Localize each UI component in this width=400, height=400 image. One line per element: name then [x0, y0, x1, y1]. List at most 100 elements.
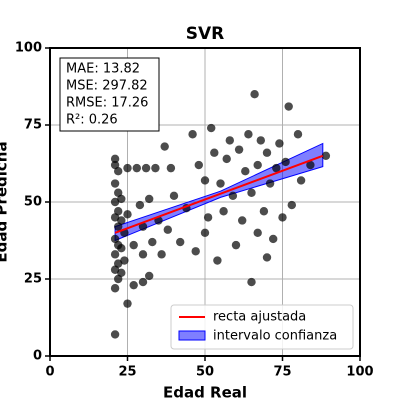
y-tick-label: 75	[24, 118, 42, 133]
point	[110, 197, 120, 207]
point	[200, 176, 210, 185]
point	[148, 237, 157, 247]
chart-title: SVR	[186, 24, 225, 44]
point	[225, 136, 234, 145]
x-axis-label: Edad Real	[163, 384, 247, 400]
point	[244, 130, 253, 139]
point	[141, 163, 151, 173]
point	[110, 154, 120, 164]
point	[247, 277, 256, 287]
point	[250, 90, 259, 99]
point	[160, 142, 169, 151]
point	[117, 216, 126, 225]
legend-box	[170, 304, 354, 350]
point	[219, 207, 228, 216]
point	[256, 136, 265, 145]
point	[272, 163, 281, 173]
stats-text: MSE: 297.82	[66, 79, 148, 94]
point	[284, 102, 293, 111]
y-axis-label: Edad Predicha	[0, 141, 11, 262]
point	[145, 194, 154, 204]
point	[213, 256, 222, 265]
point	[207, 123, 216, 133]
point	[216, 179, 225, 188]
point	[228, 191, 238, 201]
point	[138, 222, 148, 231]
x-tick-label: 0	[45, 365, 54, 380]
point	[123, 299, 132, 308]
y-tick-label: 25	[24, 272, 42, 287]
point	[110, 179, 120, 188]
point	[306, 160, 315, 170]
point	[110, 330, 120, 339]
point	[151, 163, 160, 173]
y-tick-label: 100	[15, 41, 42, 56]
point	[262, 253, 272, 262]
point	[241, 167, 250, 176]
x-tick-label: 50	[196, 365, 214, 380]
point	[117, 268, 126, 278]
point	[247, 188, 256, 197]
point	[157, 250, 166, 259]
point	[210, 148, 219, 157]
point	[275, 139, 284, 148]
legend-swatch	[178, 330, 206, 341]
point	[262, 148, 272, 157]
point	[191, 247, 200, 256]
legend-label: intervalo confianza	[213, 329, 337, 344]
point	[114, 259, 123, 268]
point	[110, 250, 120, 259]
point	[231, 240, 241, 250]
y-tick-label: 50	[24, 195, 42, 210]
y-tick-label: 0	[33, 349, 42, 364]
point	[114, 167, 123, 176]
point	[120, 256, 129, 265]
point	[135, 200, 145, 210]
point	[123, 210, 132, 219]
point	[132, 163, 141, 173]
point	[203, 213, 213, 222]
point	[114, 207, 123, 216]
fit-line	[114, 154, 324, 234]
point	[138, 250, 148, 259]
point	[293, 130, 303, 139]
point	[166, 163, 176, 173]
x-tick-label: 100	[346, 365, 373, 380]
x-tick-label: 75	[273, 365, 291, 380]
point	[238, 216, 247, 225]
x-tick-label: 25	[118, 365, 136, 380]
point	[163, 225, 172, 234]
stats-text: RMSE: 17.26	[66, 96, 148, 111]
point	[253, 228, 262, 237]
point	[188, 130, 197, 139]
point	[269, 234, 278, 244]
legend-label: recta ajustada	[213, 310, 306, 325]
point	[138, 277, 148, 287]
point	[117, 244, 126, 253]
point	[259, 207, 269, 216]
point	[234, 145, 244, 154]
point	[278, 213, 287, 222]
point	[287, 200, 296, 210]
plot-frame	[49, 47, 361, 357]
point	[176, 237, 185, 247]
point	[296, 176, 306, 185]
point	[129, 280, 138, 290]
stats-box	[59, 57, 160, 132]
point	[117, 194, 126, 204]
point	[145, 271, 154, 281]
stats-text: MAE: 13.82	[66, 62, 140, 77]
point	[123, 163, 132, 173]
point	[110, 284, 120, 293]
point	[281, 157, 290, 167]
point	[129, 240, 138, 250]
point	[222, 154, 231, 164]
point	[194, 160, 203, 170]
stats-text: R²: 0.26	[66, 113, 118, 128]
point	[321, 151, 331, 160]
point	[169, 191, 179, 201]
point	[265, 179, 275, 188]
point	[253, 160, 262, 170]
point	[200, 228, 210, 237]
